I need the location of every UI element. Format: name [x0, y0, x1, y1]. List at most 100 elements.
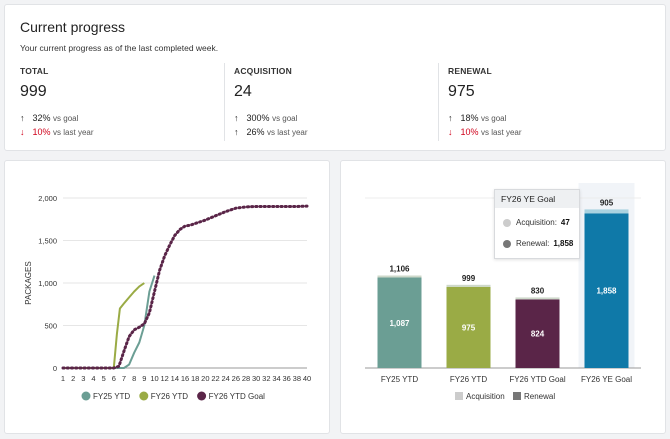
x-tick-label: 5	[102, 374, 106, 383]
x-tick-label: 24	[221, 374, 229, 383]
tooltip-renewal-value: 1,858	[553, 239, 574, 248]
tooltip-acquisition-value: 47	[560, 218, 570, 227]
bar-total-label: 1,106	[389, 265, 410, 274]
metric-label: RENEWAL	[448, 66, 492, 76]
metric-goal-text: vs goal	[53, 114, 79, 123]
arrow-up-icon: ↑	[20, 113, 25, 123]
bar-chart: 1,087 1,106 FY25 YTD 975 999 FY26 YTD 824 830 FY…	[365, 183, 641, 401]
metric-last-year-text: vs last year	[267, 128, 308, 137]
page-title: Current progress	[20, 19, 126, 35]
metric-vs-goal: ↑ 32% vs goal	[20, 113, 78, 123]
bar-acquisition	[584, 209, 629, 214]
series-line-2	[61, 204, 309, 370]
arrow-up-icon: ↑	[448, 113, 453, 123]
bar-value-label: 1,087	[389, 319, 410, 328]
x-tick-label: 36	[282, 374, 290, 383]
arrow-down-icon: ↓	[20, 127, 25, 137]
metric-goal-text: vs goal	[481, 114, 507, 123]
bar-total-label: 999	[462, 274, 476, 283]
legend-label: Acquisition	[466, 392, 505, 401]
metric-acquisition: ACQUISITION 24 ↑ 300% vs goal ↑ 26% vs l…	[234, 63, 444, 143]
x-tick-label: 28	[242, 374, 250, 383]
tooltip-renewal-label: Renewal:	[516, 239, 550, 248]
bar-acquisition	[515, 297, 560, 300]
y-axis-label: PACKAGES	[24, 261, 33, 304]
divider	[224, 63, 225, 141]
bar-acquisition	[446, 284, 491, 287]
x-tick-label: 14	[171, 374, 179, 383]
bar-renewal	[515, 299, 560, 368]
x-category-label: FY26 YTD Goal	[509, 375, 566, 384]
chart-tooltip: FY26 YE Goal Acquisition: 47 Renewal: 1,85…	[494, 189, 580, 259]
metric-goal-text: vs goal	[272, 114, 298, 123]
bar-total-label: 830	[531, 286, 545, 295]
arrow-up-icon: ↑	[234, 127, 239, 137]
x-tick-label: 16	[181, 374, 189, 383]
x-tick-label: 1	[61, 374, 65, 383]
legend-label: FY26 YTD	[151, 392, 188, 401]
bar-renewal	[377, 277, 422, 368]
metric-last-year-pct: 26%	[246, 127, 265, 137]
bar-value-label: 975	[462, 323, 476, 332]
x-category-label: FY25 YTD	[381, 375, 418, 384]
x-category-label: FY26 YTD	[450, 375, 487, 384]
legend-label: Renewal	[524, 392, 555, 401]
x-tick-label: 18	[191, 374, 199, 383]
series-line-0	[63, 275, 156, 369]
bar-acquisition	[377, 275, 422, 278]
metric-goal-pct: 300%	[246, 113, 270, 123]
x-tick-label: 26	[232, 374, 240, 383]
y-tick-label: 1,500	[38, 237, 57, 246]
metric-value: 24	[234, 83, 252, 100]
page-subtitle: Your current progress as of the last com…	[20, 43, 219, 53]
tooltip-acquisition-row: Acquisition: 47	[503, 218, 570, 227]
bar-value-label: 1,858	[596, 287, 617, 296]
legend-marker-icon	[81, 391, 91, 401]
metric-last-year-text: vs last year	[53, 128, 94, 137]
metric-vs-goal: ↑ 300% vs goal	[234, 113, 297, 123]
renewal-dot-icon	[503, 239, 511, 248]
legend-marker-icon	[197, 391, 207, 401]
x-tick-label: 32	[262, 374, 270, 383]
x-tick-label: 2	[71, 374, 75, 383]
y-tick-label: 2,000	[38, 194, 57, 203]
metric-vs-goal: ↑ 18% vs goal	[448, 113, 506, 123]
arrow-up-icon: ↑	[234, 113, 239, 123]
x-tick-label: 8	[132, 374, 136, 383]
x-tick-label: 9	[142, 374, 146, 383]
x-tick-label: 20	[201, 374, 209, 383]
metric-last-year-text: vs last year	[481, 128, 522, 137]
arrow-down-icon: ↓	[448, 127, 453, 137]
x-category-label: FY26 YE Goal	[581, 375, 632, 384]
legend-marker-icon	[513, 392, 521, 400]
metric-label: ACQUISITION	[234, 66, 292, 76]
metric-vs-last-year: ↑ 26% vs last year	[234, 127, 308, 137]
bar-total-label: 905	[600, 198, 614, 207]
y-tick-label: 1,000	[38, 279, 57, 288]
x-tick-label: 34	[272, 374, 280, 383]
x-tick-label: 22	[211, 374, 219, 383]
acquisition-dot-icon	[503, 218, 511, 227]
metric-value: 999	[20, 83, 47, 100]
legend-label: FY25 YTD	[93, 392, 130, 401]
metric-last-year-pct: 10%	[32, 127, 51, 137]
y-tick-label: 0	[53, 364, 57, 373]
metric-total: TOTAL 999 ↑ 32% vs goal ↓ 10% vs last ye…	[20, 63, 230, 143]
x-tick-label: 7	[122, 374, 126, 383]
bar-renewal	[584, 213, 629, 368]
legend-marker-icon	[455, 392, 463, 400]
metric-vs-last-year: ↓ 10% vs last year	[448, 127, 522, 137]
x-tick-label: 10	[150, 374, 158, 383]
bar-value-label: 824	[531, 330, 545, 339]
y-tick-label: 500	[44, 322, 57, 331]
divider	[438, 63, 439, 141]
x-tick-label: 12	[160, 374, 168, 383]
x-tick-label: 6	[112, 374, 116, 383]
bar-renewal	[446, 286, 491, 368]
metric-last-year-pct: 10%	[460, 127, 479, 137]
x-tick-label: 30	[252, 374, 260, 383]
legend-label: FY26 YTD Goal	[209, 392, 266, 401]
tooltip-acquisition-label: Acquisition:	[516, 218, 557, 227]
x-tick-label: 38	[293, 374, 301, 383]
